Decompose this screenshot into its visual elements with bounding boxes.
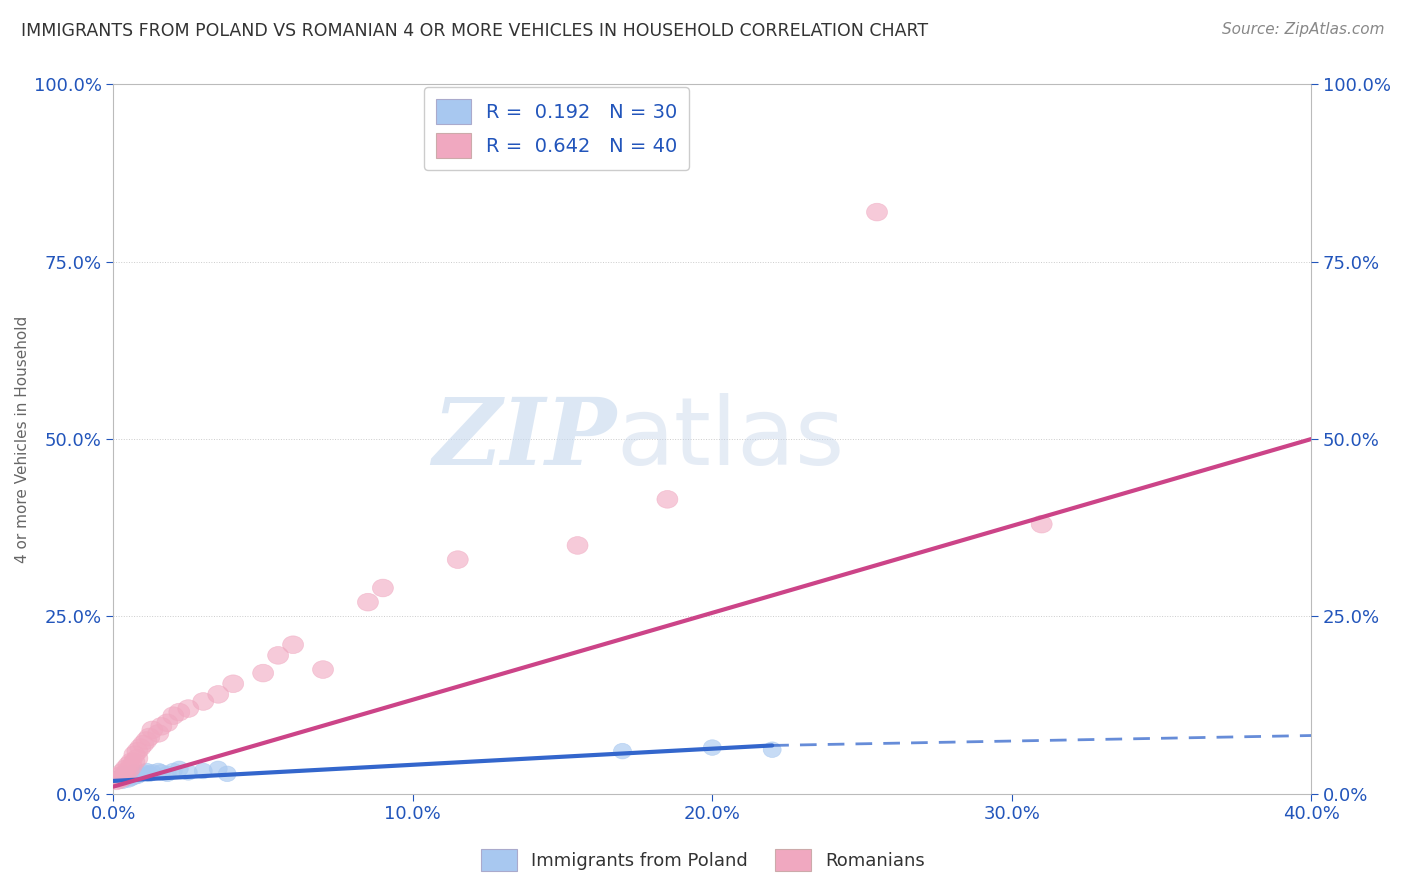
Ellipse shape [267,647,288,665]
Ellipse shape [135,764,152,780]
Ellipse shape [122,771,141,786]
Ellipse shape [866,203,887,221]
Ellipse shape [283,636,304,654]
Ellipse shape [152,764,170,780]
Legend: Immigrants from Poland, Romanians: Immigrants from Poland, Romanians [474,842,932,879]
Ellipse shape [136,731,157,749]
Text: atlas: atlas [616,393,845,485]
Ellipse shape [129,739,150,756]
Ellipse shape [194,764,212,779]
Ellipse shape [128,768,146,784]
Ellipse shape [114,773,131,789]
Ellipse shape [208,686,229,703]
Ellipse shape [108,771,129,789]
Ellipse shape [114,768,131,784]
Ellipse shape [124,746,145,764]
Ellipse shape [112,764,134,781]
Ellipse shape [149,764,167,779]
Ellipse shape [124,753,145,771]
Ellipse shape [121,758,142,775]
Ellipse shape [143,764,162,780]
Ellipse shape [117,766,135,781]
Ellipse shape [139,728,160,746]
Ellipse shape [118,756,139,774]
Ellipse shape [121,753,142,771]
Ellipse shape [115,765,136,782]
Ellipse shape [312,661,333,679]
Ellipse shape [117,771,135,786]
Ellipse shape [447,550,468,568]
Text: Source: ZipAtlas.com: Source: ZipAtlas.com [1222,22,1385,37]
Ellipse shape [169,703,190,721]
Ellipse shape [657,491,678,508]
Ellipse shape [763,742,782,757]
Ellipse shape [105,772,127,789]
Ellipse shape [122,766,141,781]
Ellipse shape [118,762,139,780]
Ellipse shape [159,766,176,781]
Text: IMMIGRANTS FROM POLAND VS ROMANIAN 4 OR MORE VEHICLES IN HOUSEHOLD CORRELATION C: IMMIGRANTS FROM POLAND VS ROMANIAN 4 OR … [21,22,928,40]
Text: ZIP: ZIP [432,394,616,484]
Ellipse shape [127,742,148,760]
Ellipse shape [142,721,163,739]
Ellipse shape [134,735,153,753]
Ellipse shape [170,761,188,777]
Ellipse shape [373,579,394,597]
Ellipse shape [115,760,136,778]
Ellipse shape [141,766,159,781]
Ellipse shape [157,714,177,731]
Ellipse shape [107,772,125,788]
Ellipse shape [111,771,128,786]
Ellipse shape [1031,516,1052,533]
Ellipse shape [177,699,198,717]
Legend: R =  0.192   N = 30, R =  0.642   N = 40: R = 0.192 N = 30, R = 0.642 N = 40 [425,87,689,170]
Ellipse shape [120,768,138,784]
Ellipse shape [165,764,183,779]
Ellipse shape [180,764,197,780]
Ellipse shape [209,761,228,777]
Ellipse shape [138,764,155,779]
Y-axis label: 4 or more Vehicles in Household: 4 or more Vehicles in Household [15,316,30,563]
Ellipse shape [131,766,149,781]
Ellipse shape [112,769,134,787]
Ellipse shape [218,766,236,781]
Ellipse shape [150,717,172,735]
Ellipse shape [357,593,378,611]
Ellipse shape [108,767,129,785]
Ellipse shape [567,537,588,554]
Ellipse shape [253,665,274,682]
Ellipse shape [163,706,184,724]
Ellipse shape [703,739,721,756]
Ellipse shape [193,692,214,710]
Ellipse shape [125,764,143,780]
Ellipse shape [125,769,143,784]
Ellipse shape [127,749,148,767]
Ellipse shape [613,743,631,759]
Ellipse shape [222,675,243,692]
Ellipse shape [120,772,138,788]
Ellipse shape [148,724,169,742]
